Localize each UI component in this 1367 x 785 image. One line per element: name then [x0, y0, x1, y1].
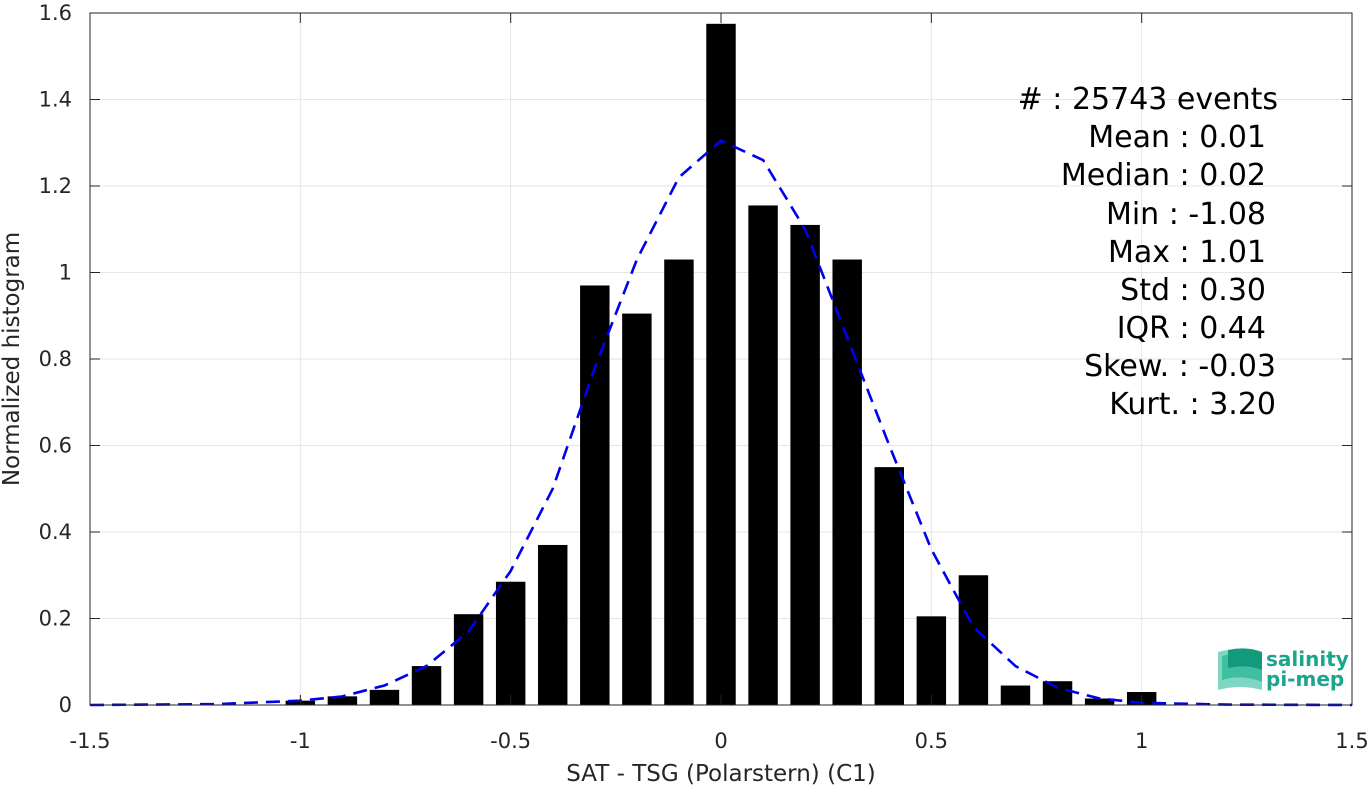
x-tick-label: 1.5 — [1335, 729, 1367, 753]
y-tick-label: 0.8 — [39, 347, 72, 371]
histogram-bar — [495, 581, 526, 705]
histogram-bar — [453, 614, 484, 705]
stat-std: Std : 0.30 — [1120, 273, 1266, 308]
y-axis-label: Normalized histogram — [0, 232, 25, 486]
histogram-bar — [1084, 698, 1115, 705]
stat-min: Min : -1.08 — [1106, 197, 1266, 232]
x-tick-label: -1 — [290, 729, 311, 753]
histogram-bar — [916, 616, 947, 705]
stat-kurt: Kurt. : 3.20 — [1109, 387, 1276, 422]
stat-median: Median : 0.02 — [1061, 158, 1266, 193]
histogram-bar — [874, 467, 904, 705]
histogram-bar — [748, 205, 778, 705]
histogram-bar — [706, 23, 736, 705]
logo-text-pimep: pi-mep — [1266, 667, 1344, 691]
stats-annotation: # : 25743 events Mean : 0.01 Median : 0.… — [1018, 82, 1278, 422]
histogram-bar — [411, 666, 442, 705]
y-tick-label: 0.4 — [39, 520, 72, 544]
histogram-bar — [1000, 685, 1031, 705]
normal-fit-curve — [89, 139, 1353, 707]
y-tick-label: 0 — [59, 693, 72, 717]
histogram-bar — [832, 259, 862, 705]
stat-skew: Skew. : -0.03 — [1084, 349, 1276, 384]
stat-mean: Mean : 0.01 — [1088, 120, 1266, 155]
logo-wave-icon — [1218, 648, 1262, 690]
y-tick-label: 1.6 — [39, 1, 72, 25]
histogram-bar — [580, 285, 610, 705]
histogram-bar — [664, 259, 694, 705]
histogram-bar — [327, 696, 358, 705]
stat-iqr: IQR : 0.44 — [1117, 311, 1266, 346]
histogram-bar — [538, 544, 568, 705]
stat-max: Max : 1.01 — [1108, 235, 1266, 270]
y-tick-label: 0.6 — [39, 434, 72, 458]
histogram-bars — [285, 23, 1157, 706]
logo-text-salinity: salinity — [1266, 647, 1349, 671]
x-tick-label: -1.5 — [70, 729, 111, 753]
y-tick-label: 1.2 — [39, 174, 72, 198]
stat-events: # : 25743 events — [1018, 82, 1278, 117]
y-tick-label: 1.4 — [39, 88, 72, 112]
axis-ticks — [89, 12, 1353, 706]
salinity-pi-mep-logo: salinity pi-mep — [1218, 647, 1349, 691]
histogram-bar — [1042, 681, 1073, 705]
x-tick-label: 0 — [714, 729, 727, 753]
x-axis-label: SAT - TSG (Polarstern) (C1) — [566, 761, 875, 785]
histogram-bar — [369, 689, 400, 705]
x-tick-label: 0.5 — [915, 729, 948, 753]
x-tick-label: -0.5 — [490, 729, 531, 753]
histogram-bar — [622, 313, 652, 705]
y-tick-labels: 0 0.2 0.4 0.6 0.8 1 1.2 1.4 1.6 — [39, 1, 72, 717]
histogram-bar — [790, 224, 820, 706]
histogram-bar — [958, 575, 989, 705]
y-tick-label: 1 — [59, 261, 72, 285]
x-tick-labels: -1.5 -1 -0.5 0 0.5 1 1.5 — [70, 729, 1367, 753]
x-tick-label: 1 — [1135, 729, 1148, 753]
y-tick-label: 0.2 — [39, 607, 72, 631]
